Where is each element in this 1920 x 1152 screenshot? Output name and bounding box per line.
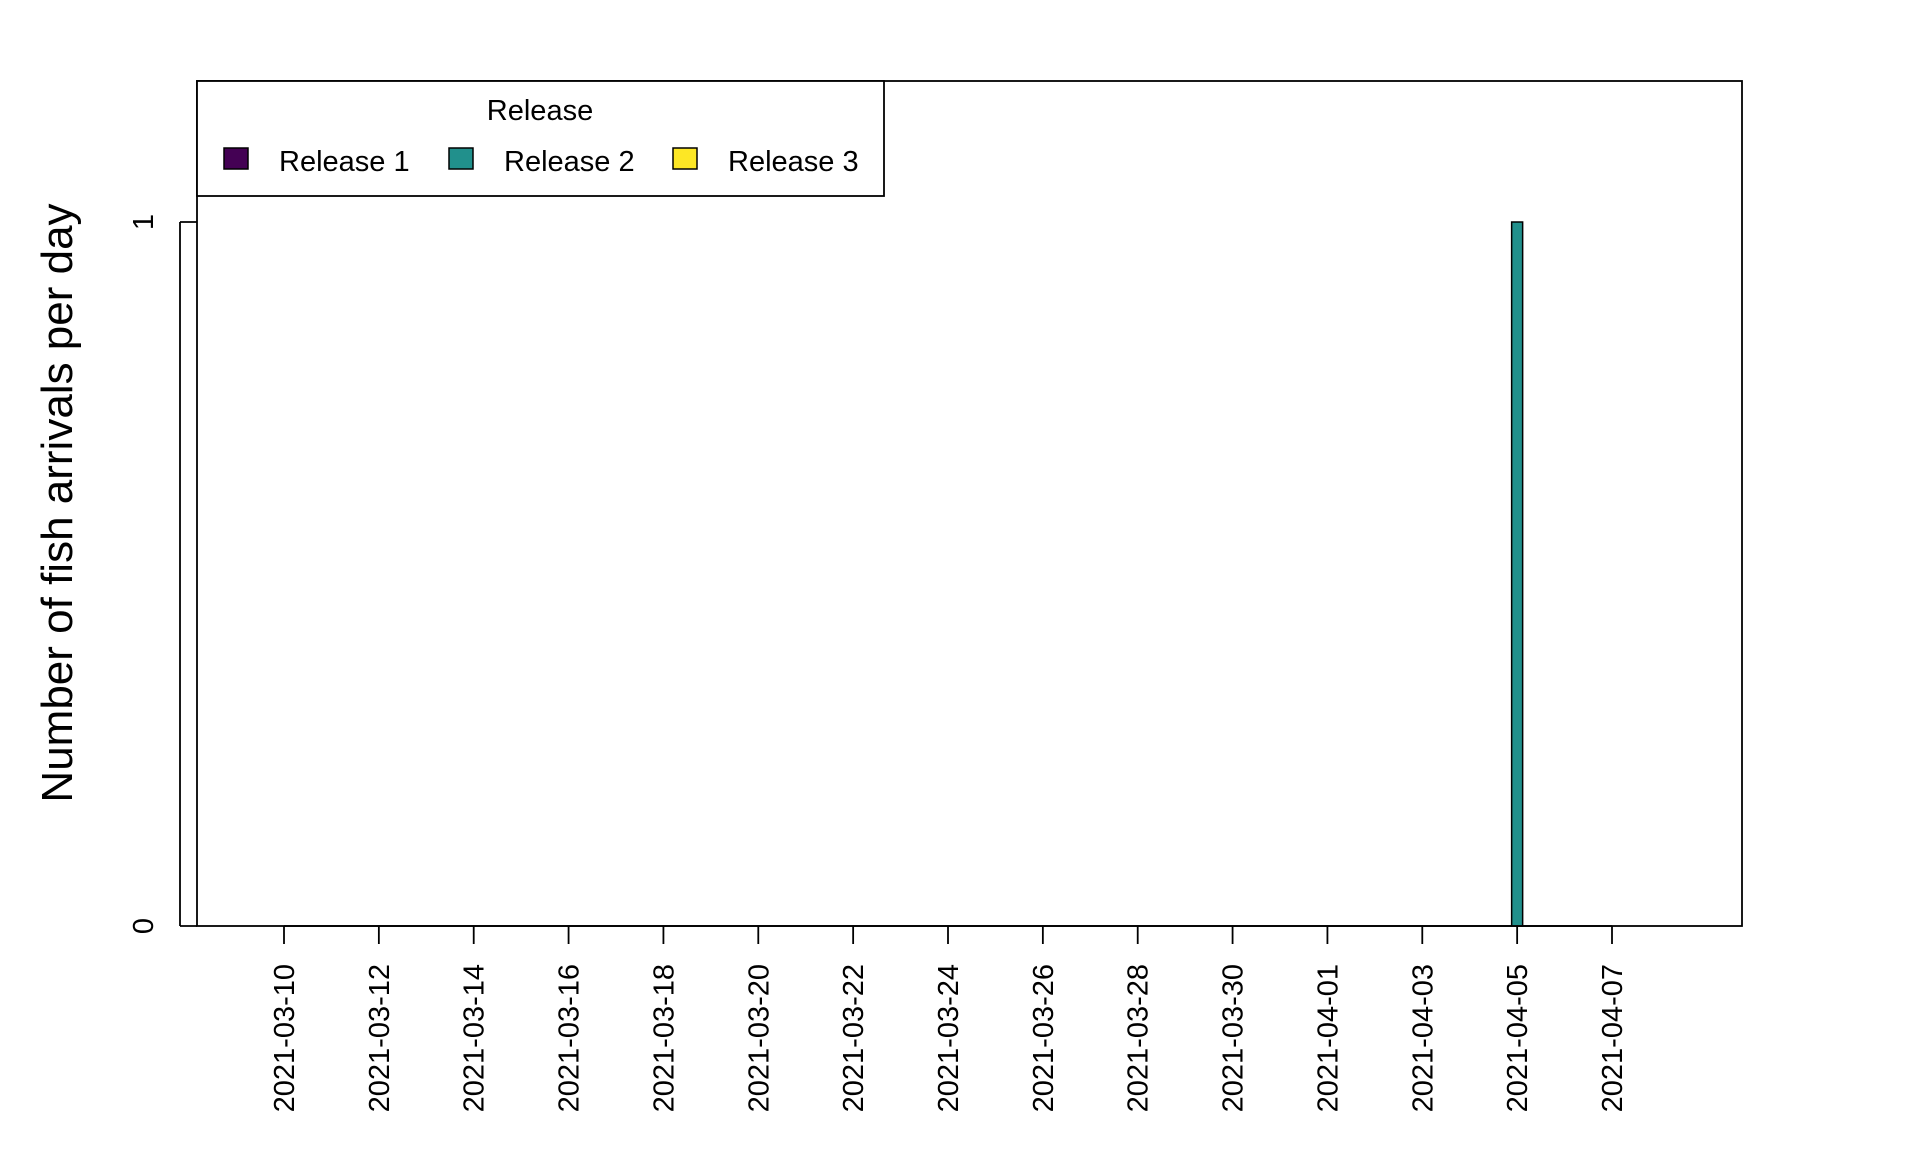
x-tick-label: 2021-03-20 [743, 964, 775, 1112]
y-tick-label: 0 [128, 918, 160, 934]
legend-swatch [448, 147, 474, 170]
x-tick-label: 2021-03-26 [1028, 964, 1060, 1112]
x-tick-label: 2021-04-05 [1502, 964, 1534, 1112]
x-tick-label: 2021-03-14 [459, 964, 491, 1112]
plot-frame [196, 80, 1743, 927]
x-tick-label: 2021-03-16 [554, 964, 586, 1112]
x-tick-label: 2021-04-01 [1312, 964, 1344, 1112]
x-tick-label: 2021-03-12 [364, 964, 396, 1112]
legend-label: Release 1 [279, 146, 410, 178]
legend-swatch [672, 147, 698, 170]
x-tick-label: 2021-03-18 [648, 964, 680, 1112]
legend-box [196, 80, 885, 197]
x-tick-label: 2021-03-10 [269, 964, 301, 1112]
legend-entries: Release 1 Release 2 Release 3 [223, 146, 859, 178]
legend-title: Release [487, 95, 593, 127]
x-tick-label: 2021-03-24 [933, 964, 965, 1112]
x-tick-label: 2021-04-07 [1597, 964, 1629, 1112]
legend: Release Release 1 Release 2 Release 3 [196, 80, 885, 197]
y-axis: 01 [128, 214, 197, 934]
legend-label: Release 3 [728, 146, 859, 178]
x-axis: 2021-03-10 2021-03-12 2021-03-14 2021-03-16… [269, 926, 1629, 1112]
bars-layer [1510, 221, 1524, 927]
x-tick-label: 2021-03-22 [838, 964, 870, 1112]
y-tick-label: 1 [128, 214, 160, 230]
bar [1510, 221, 1524, 927]
legend-swatch [223, 147, 249, 170]
x-tick-label: 2021-04-03 [1407, 964, 1439, 1112]
x-tick-label: 2021-03-28 [1123, 964, 1155, 1112]
y-axis-label: Number of fish arrivals per day [33, 203, 82, 802]
x-tick-label: 2021-03-30 [1218, 964, 1250, 1112]
legend-label: Release 2 [504, 146, 635, 178]
